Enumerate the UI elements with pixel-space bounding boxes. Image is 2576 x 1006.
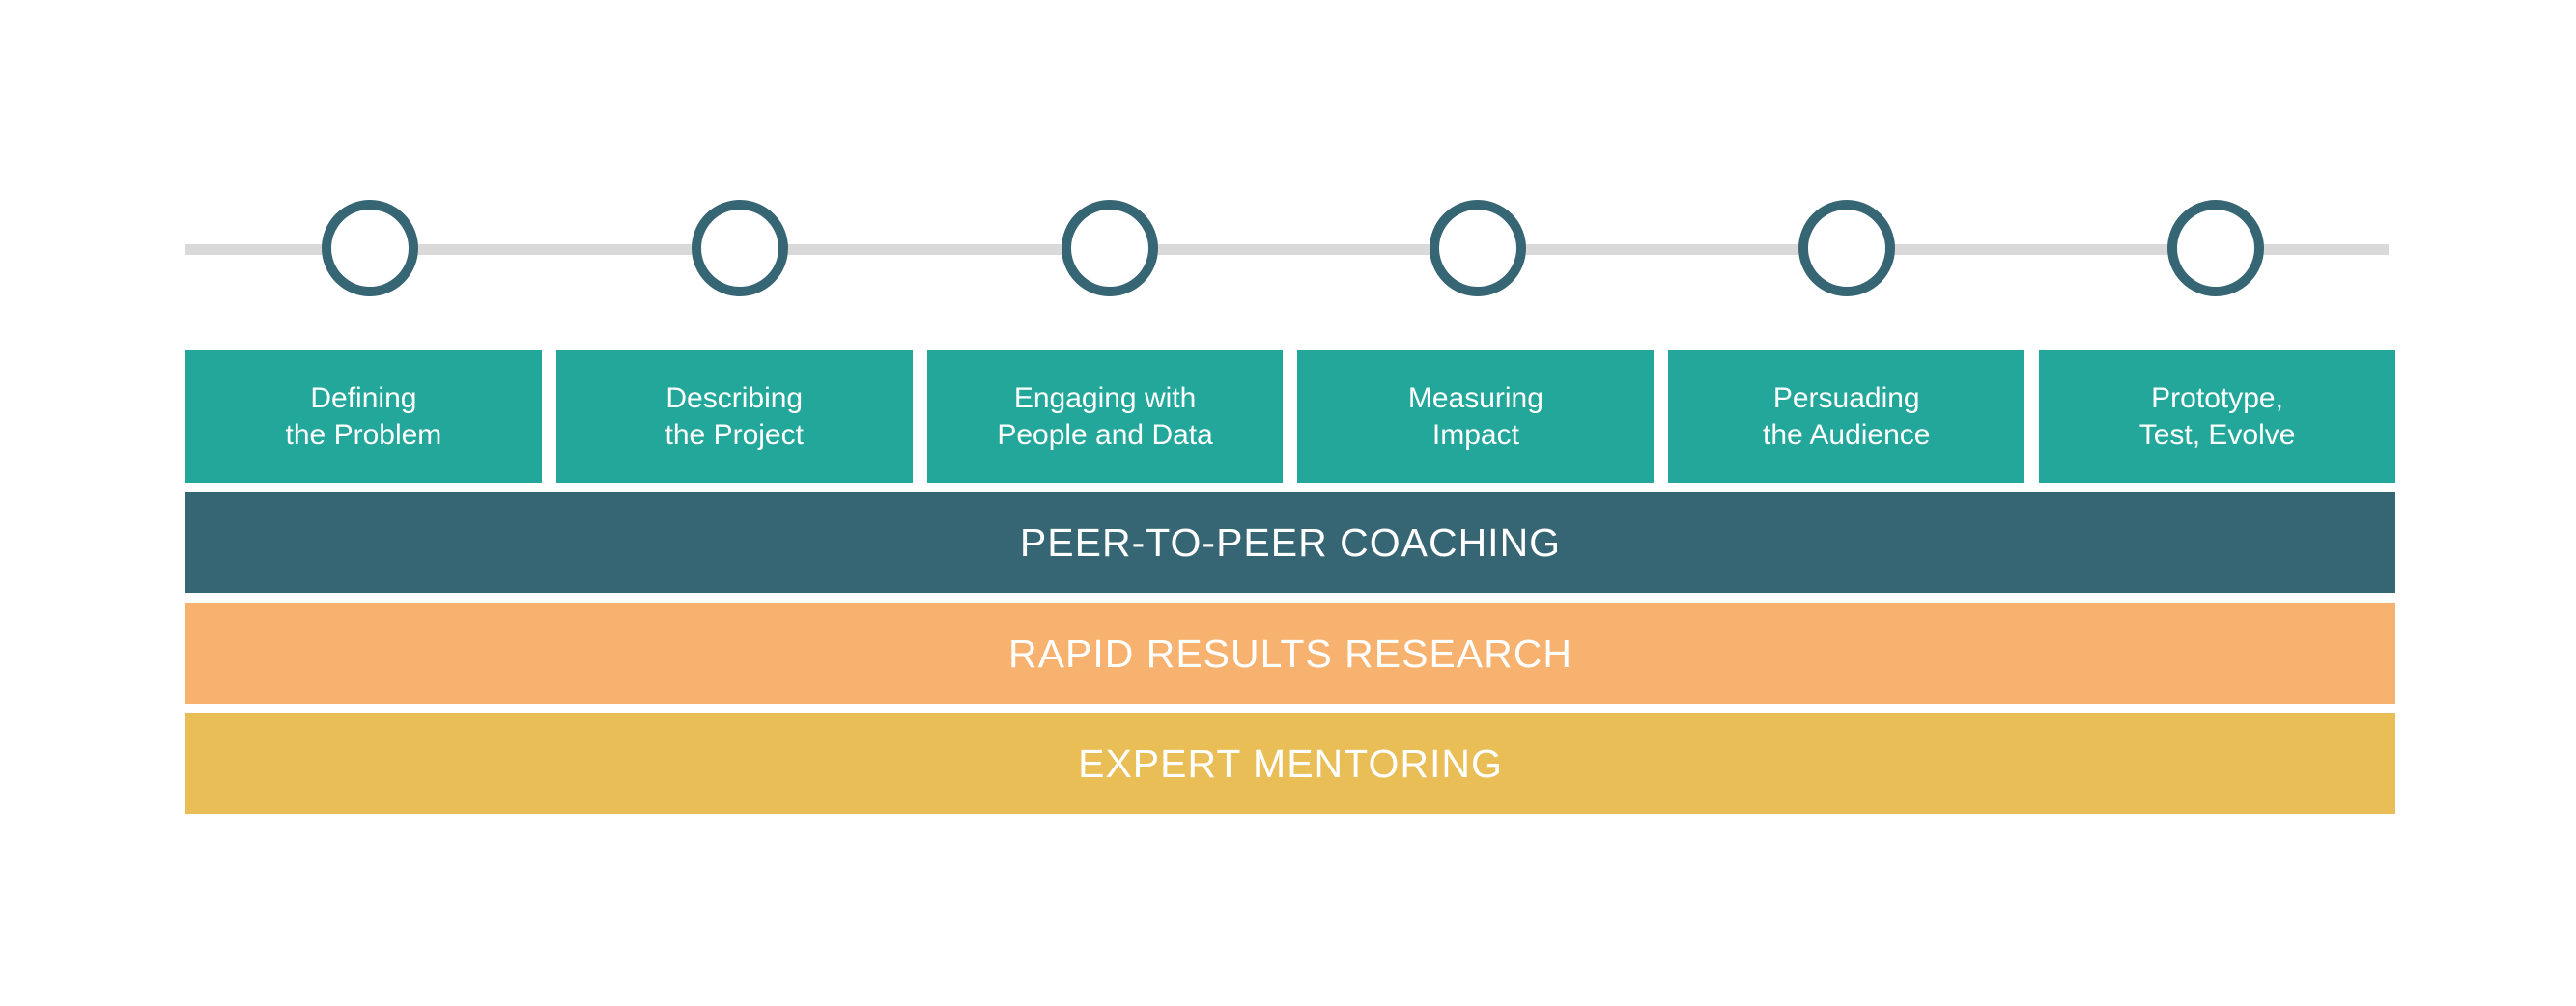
step-label-line1: Measuring <box>1407 381 1543 414</box>
step-label-line2: the Problem <box>285 418 442 451</box>
step-label-line2: Test, Evolve <box>2138 418 2296 451</box>
milestone-circle-4 <box>1430 200 1526 296</box>
step-prototype-test-evolve: Prototype, Test, Evolve <box>2039 350 2395 483</box>
step-label-line2: People and Data <box>997 418 1213 451</box>
step-defining-the-problem: Defining the Problem <box>185 350 542 483</box>
milestone-circle-2 <box>692 200 788 296</box>
band-rapid-results-research: RAPID RESULTS RESEARCH <box>185 603 2395 704</box>
step-engaging-with-people-and-data: Engaging with People and Data <box>926 350 1284 483</box>
step-label-line1: Prototype, <box>2151 381 2283 414</box>
band-peer-to-peer-coaching: PEER-TO-PEER COACHING <box>185 492 2395 593</box>
step-label-line1: Persuading <box>1772 381 1920 414</box>
step-label-line2: the Audience <box>1762 418 1931 451</box>
process-steps: Defining the Problem Describing the Proj… <box>185 350 2395 483</box>
band-label: PEER-TO-PEER COACHING <box>1019 519 1562 565</box>
step-describing-the-project: Describing the Project <box>555 350 913 483</box>
band-expert-mentoring: EXPERT MENTORING <box>185 713 2395 814</box>
milestone-circle-3 <box>1062 200 1158 296</box>
milestone-circle-1 <box>322 200 418 296</box>
timeline-line <box>185 244 2389 255</box>
step-label-line1: Engaging with <box>1013 381 1197 414</box>
step-persuading-the-audience: Persuading the Audience <box>1668 350 2025 483</box>
step-measuring-impact: Measuring Impact <box>1297 350 1655 483</box>
milestone-circle-6 <box>2167 200 2264 296</box>
band-label: EXPERT MENTORING <box>1078 741 1503 786</box>
step-label-line1: Describing <box>665 381 804 414</box>
band-label: RAPID RESULTS RESEARCH <box>1008 630 1572 676</box>
milestone-circle-5 <box>1798 200 1895 296</box>
step-label-line2: the Project <box>665 418 804 451</box>
step-label-line2: Impact <box>1431 418 1519 451</box>
step-label-line1: Defining <box>310 381 417 414</box>
